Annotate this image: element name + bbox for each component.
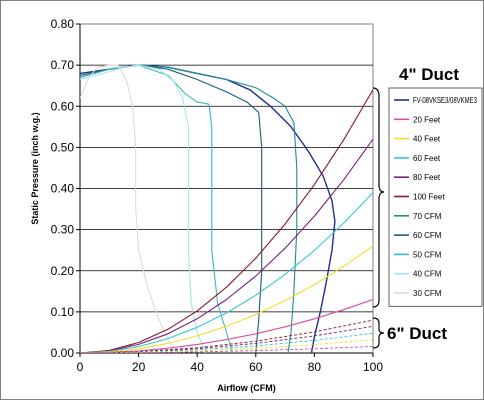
series-line-20-feet — [80, 298, 373, 353]
x-tick-label: 0 — [77, 360, 84, 374]
legend-label: 70 CFM — [413, 212, 442, 221]
series-line-60-feet-6-duct — [80, 332, 373, 353]
legend-label: 60 CFM — [413, 231, 442, 240]
series-line-100-feet-6-duct — [80, 319, 373, 353]
legend-label: FV-08VKSE3/08VKME3 — [413, 96, 477, 105]
series-group — [80, 64, 373, 353]
y-tick-label: 0.60 — [51, 99, 75, 113]
annotation-4in-duct: 4" Duct — [399, 65, 459, 84]
series-line-80-feet-6-duct — [80, 325, 373, 353]
x-axis-title: Airflow (CFM) — [217, 383, 276, 393]
x-tick-label: 80 — [308, 360, 322, 374]
legend-label: 100 Feet — [413, 193, 445, 202]
y-tick-label: 0.40 — [51, 182, 75, 196]
legend-label: 20 Feet — [413, 115, 441, 124]
annotation-6in-duct: 6" Duct — [387, 324, 447, 343]
y-axis-title: Static Pressure (inch w.g.) — [30, 112, 40, 224]
x-tick-label: 20 — [132, 360, 146, 374]
y-tick-label: 0.20 — [51, 264, 75, 278]
x-tick-label: 60 — [249, 360, 263, 374]
series-line-70-cfm — [80, 64, 298, 353]
y-tick-label: 0.80 — [51, 17, 75, 31]
legend-label: 60 Feet — [413, 154, 441, 163]
series-line-60-feet — [80, 192, 373, 353]
x-tick-label: 40 — [191, 360, 205, 374]
y-tick-label: 0.30 — [51, 223, 75, 237]
series-line-20-feet-6-duct — [80, 345, 373, 353]
series-line-40-feet-6-duct — [80, 339, 373, 353]
series-line-40-feet — [80, 245, 373, 353]
y-tick-label: 0.70 — [51, 58, 75, 72]
brace-6in-duct — [372, 317, 385, 349]
y-tick-label: 0.50 — [51, 140, 75, 154]
series-line-30-cfm — [80, 64, 178, 353]
legend-label: 40 CFM — [413, 270, 442, 279]
series-line-100-feet — [80, 89, 373, 353]
legend-label: 40 Feet — [413, 135, 441, 144]
brace-4in-duct — [372, 87, 385, 308]
series-line-80-feet — [80, 138, 373, 353]
series-line-40-cfm — [80, 64, 207, 353]
legend-label: 50 CFM — [413, 250, 442, 259]
legend-label: 30 CFM — [413, 289, 442, 298]
x-tick-label: 100 — [363, 360, 383, 374]
y-tick-label: 0.00 — [51, 346, 75, 360]
legend-label: 80 Feet — [413, 173, 441, 182]
y-tick-label: 0.10 — [51, 305, 75, 319]
